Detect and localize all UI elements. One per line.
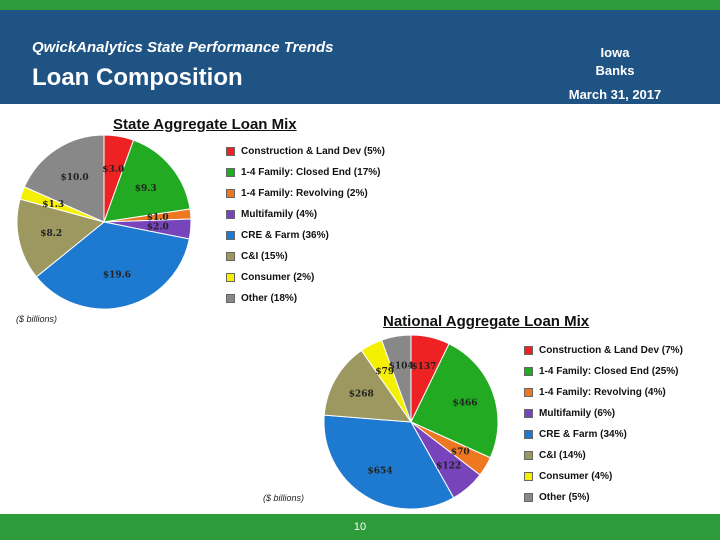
- state-unit-note: ($ billions): [16, 314, 58, 324]
- legend-swatch: [226, 252, 235, 261]
- legend-swatch: [524, 451, 533, 460]
- state-data-label: $9.3: [135, 184, 157, 194]
- legend-label: 1-4 Family: Closed End (25%): [539, 366, 679, 377]
- national-data-label: $654: [368, 466, 393, 476]
- national-slice: [410, 343, 499, 459]
- legend-label: 1-4 Family: Revolving (2%): [241, 188, 368, 199]
- state-data-label: $8.2: [40, 229, 62, 239]
- national-data-label: $104: [389, 361, 414, 371]
- legend-label: 1-4 Family: Closed End (17%): [241, 167, 381, 178]
- legend-swatch: [524, 388, 533, 397]
- national-data-label: $268: [349, 389, 374, 399]
- legend-label: Multifamily (4%): [241, 209, 318, 220]
- legend-label: Other (18%): [241, 293, 298, 304]
- legend-swatch: [226, 231, 235, 240]
- page-title: Loan Composition: [32, 64, 243, 91]
- state-legend-item: CRE & Farm (36%): [226, 225, 385, 246]
- national-data-label: $122: [436, 461, 461, 471]
- state-data-label: $3.0: [102, 165, 124, 175]
- legend-label: C&I (14%): [539, 450, 586, 461]
- state-data-label: $2.0: [147, 222, 169, 232]
- state-legend-item: Other (18%): [226, 288, 385, 309]
- national-legend-item: Consumer (4%): [524, 466, 683, 487]
- legend-swatch: [524, 472, 533, 481]
- state-slice: [16, 198, 106, 278]
- state-chart-title: State Aggregate Loan Mix: [113, 116, 297, 133]
- national-legend-item: Multifamily (6%): [524, 403, 683, 424]
- national-data-label: $70: [451, 447, 470, 457]
- national-legend-item: Other (5%): [524, 487, 683, 508]
- national-chart-title: National Aggregate Loan Mix: [383, 313, 590, 330]
- legend-label: Consumer (4%): [539, 471, 613, 482]
- top-accent-strip: [0, 0, 720, 10]
- legend-swatch: [226, 210, 235, 219]
- legend-swatch: [226, 147, 235, 156]
- legend-label: Consumer (2%): [241, 272, 315, 283]
- state-legend-item: C&I (15%): [226, 246, 385, 267]
- legend-label: CRE & Farm (34%): [539, 429, 627, 440]
- legend-swatch: [524, 346, 533, 355]
- legend-label: Construction & Land Dev (7%): [539, 345, 683, 356]
- national-slice: [381, 334, 412, 423]
- legend-label: 1-4 Family: Revolving (4%): [539, 387, 666, 398]
- entity-type: Banks: [595, 63, 635, 78]
- legend-swatch: [524, 493, 533, 502]
- legend-swatch: [226, 294, 235, 303]
- legend-label: Construction & Land Dev (5%): [241, 146, 385, 157]
- national-legend-item: 1-4 Family: Revolving (4%): [524, 382, 683, 403]
- report-subtitle: QwickAnalytics State Performance Trends: [32, 39, 334, 56]
- legend-swatch: [524, 409, 533, 418]
- state-slice: [35, 221, 190, 310]
- legend-swatch: [524, 430, 533, 439]
- national-data-label: $466: [452, 398, 477, 408]
- report-scope: Iowa Banks March 31, 2017: [560, 44, 670, 104]
- state-data-label: $10.0: [60, 173, 88, 183]
- state-slice: [103, 139, 191, 223]
- legend-swatch: [524, 367, 533, 376]
- page-number: 10: [353, 521, 367, 533]
- national-legend-item: C&I (14%): [524, 445, 683, 466]
- state-legend-item: Consumer (2%): [226, 267, 385, 288]
- national-slice: [323, 349, 413, 423]
- state-legend-item: Construction & Land Dev (5%): [226, 141, 385, 162]
- legend-swatch: [226, 168, 235, 177]
- national-legend: Construction & Land Dev (7%) 1-4 Family: …: [524, 340, 683, 508]
- state-slice: [23, 134, 105, 223]
- state-legend-item: Multifamily (4%): [226, 204, 385, 225]
- footer-bar: 10: [0, 514, 720, 540]
- legend-label: Multifamily (6%): [539, 408, 616, 419]
- header-banner: QwickAnalytics State Performance Trends …: [0, 10, 720, 104]
- national-data-label: $79: [375, 367, 394, 377]
- national-legend-item: 1-4 Family: Closed End (25%): [524, 361, 683, 382]
- national-unit-note: ($ billions): [263, 493, 305, 503]
- legend-swatch: [226, 273, 235, 282]
- state-legend-item: 1-4 Family: Revolving (2%): [226, 183, 385, 204]
- national-slice: [323, 414, 455, 510]
- legend-label: C&I (15%): [241, 251, 288, 262]
- national-legend-item: CRE & Farm (34%): [524, 424, 683, 445]
- national-legend-item: Construction & Land Dev (7%): [524, 340, 683, 361]
- legend-label: Other (5%): [539, 492, 590, 503]
- legend-swatch: [226, 189, 235, 198]
- report-date: March 31, 2017: [568, 87, 662, 102]
- state-name: Iowa: [600, 45, 630, 60]
- national-data-label: $137: [411, 362, 436, 372]
- state-data-label: $1.3: [42, 200, 64, 210]
- state-data-label: $19.6: [103, 270, 131, 280]
- state-legend: Construction & Land Dev (5%) 1-4 Family: …: [226, 141, 385, 309]
- legend-label: CRE & Farm (36%): [241, 230, 329, 241]
- state-data-label: $1.0: [147, 213, 169, 223]
- state-legend-item: 1-4 Family: Closed End (17%): [226, 162, 385, 183]
